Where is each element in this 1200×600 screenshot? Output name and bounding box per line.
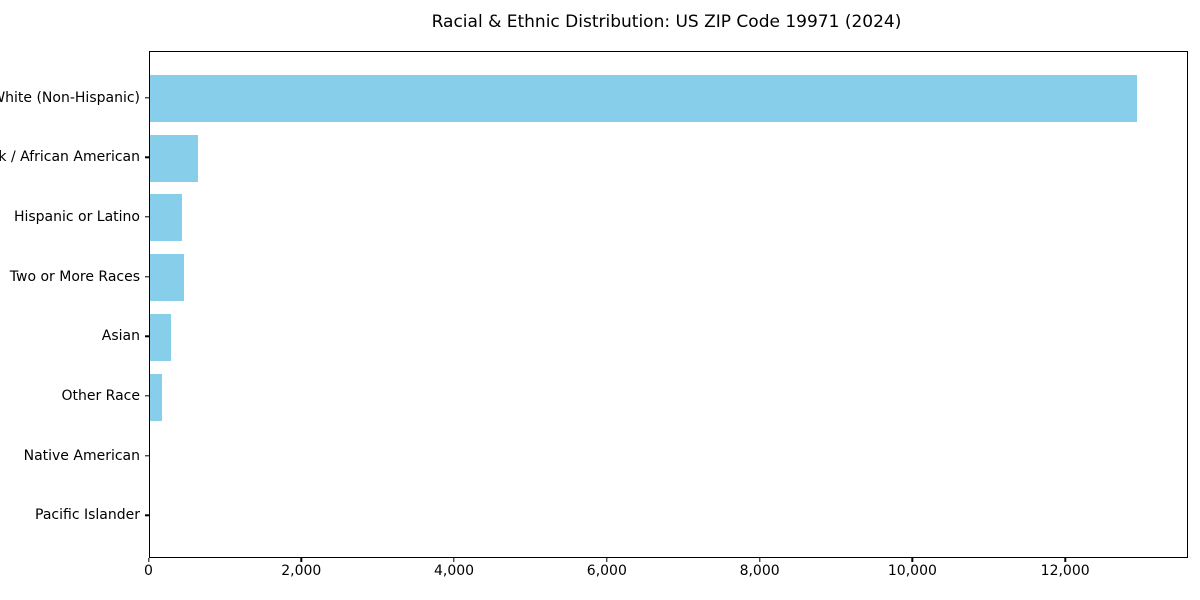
bar-hispanic-or-latino <box>149 194 183 242</box>
x-tick-label: 0 <box>144 563 153 579</box>
x-tick-label: 12,000 <box>1040 563 1090 579</box>
y-tick-label: Pacific Islander <box>35 507 140 524</box>
y-tick-mark <box>144 514 149 517</box>
y-tick-label: Asian <box>101 328 140 345</box>
y-tick-mark <box>144 395 149 397</box>
y-tick-mark <box>144 454 149 457</box>
y-tick-mark <box>144 216 149 218</box>
y-tick-label: Hispanic or Latino <box>13 208 140 225</box>
y-tick-mark <box>144 335 149 337</box>
x-tick-mark <box>300 557 302 562</box>
y-tick-label: Other Race <box>61 388 140 404</box>
x-tick-mark <box>911 557 914 562</box>
bar-other-race <box>149 373 162 421</box>
x-tick-label: 10,000 <box>887 563 937 579</box>
y-tick-mark <box>144 275 149 278</box>
bar-white-non-hispanic <box>149 75 1138 122</box>
plot-area <box>148 51 1188 558</box>
x-tick-label: 2,000 <box>281 563 322 579</box>
x-tick-mark <box>758 557 761 562</box>
y-tick-mark <box>144 156 149 158</box>
chart-title: Racial & Ethnic Distribution: US ZIP Cod… <box>431 12 902 32</box>
y-tick-label: Two or More Races <box>9 268 140 285</box>
bar-asian <box>149 313 172 361</box>
bar-black-african-american <box>149 134 199 182</box>
y-tick-label: White (Non-Hispanic) <box>0 89 140 106</box>
y-tick-label: Native American <box>23 447 140 464</box>
x-tick-mark <box>453 557 455 562</box>
x-tick-label: 8,000 <box>739 563 780 579</box>
x-tick-label: 4,000 <box>434 563 475 579</box>
y-tick-label: Black / African American <box>0 149 140 166</box>
x-tick-mark <box>1064 557 1066 562</box>
x-tick-mark <box>606 557 608 562</box>
x-tick-mark <box>147 557 150 562</box>
bar-two-or-more-races <box>149 254 185 302</box>
y-tick-mark <box>144 96 149 99</box>
x-tick-label: 6,000 <box>586 563 627 579</box>
